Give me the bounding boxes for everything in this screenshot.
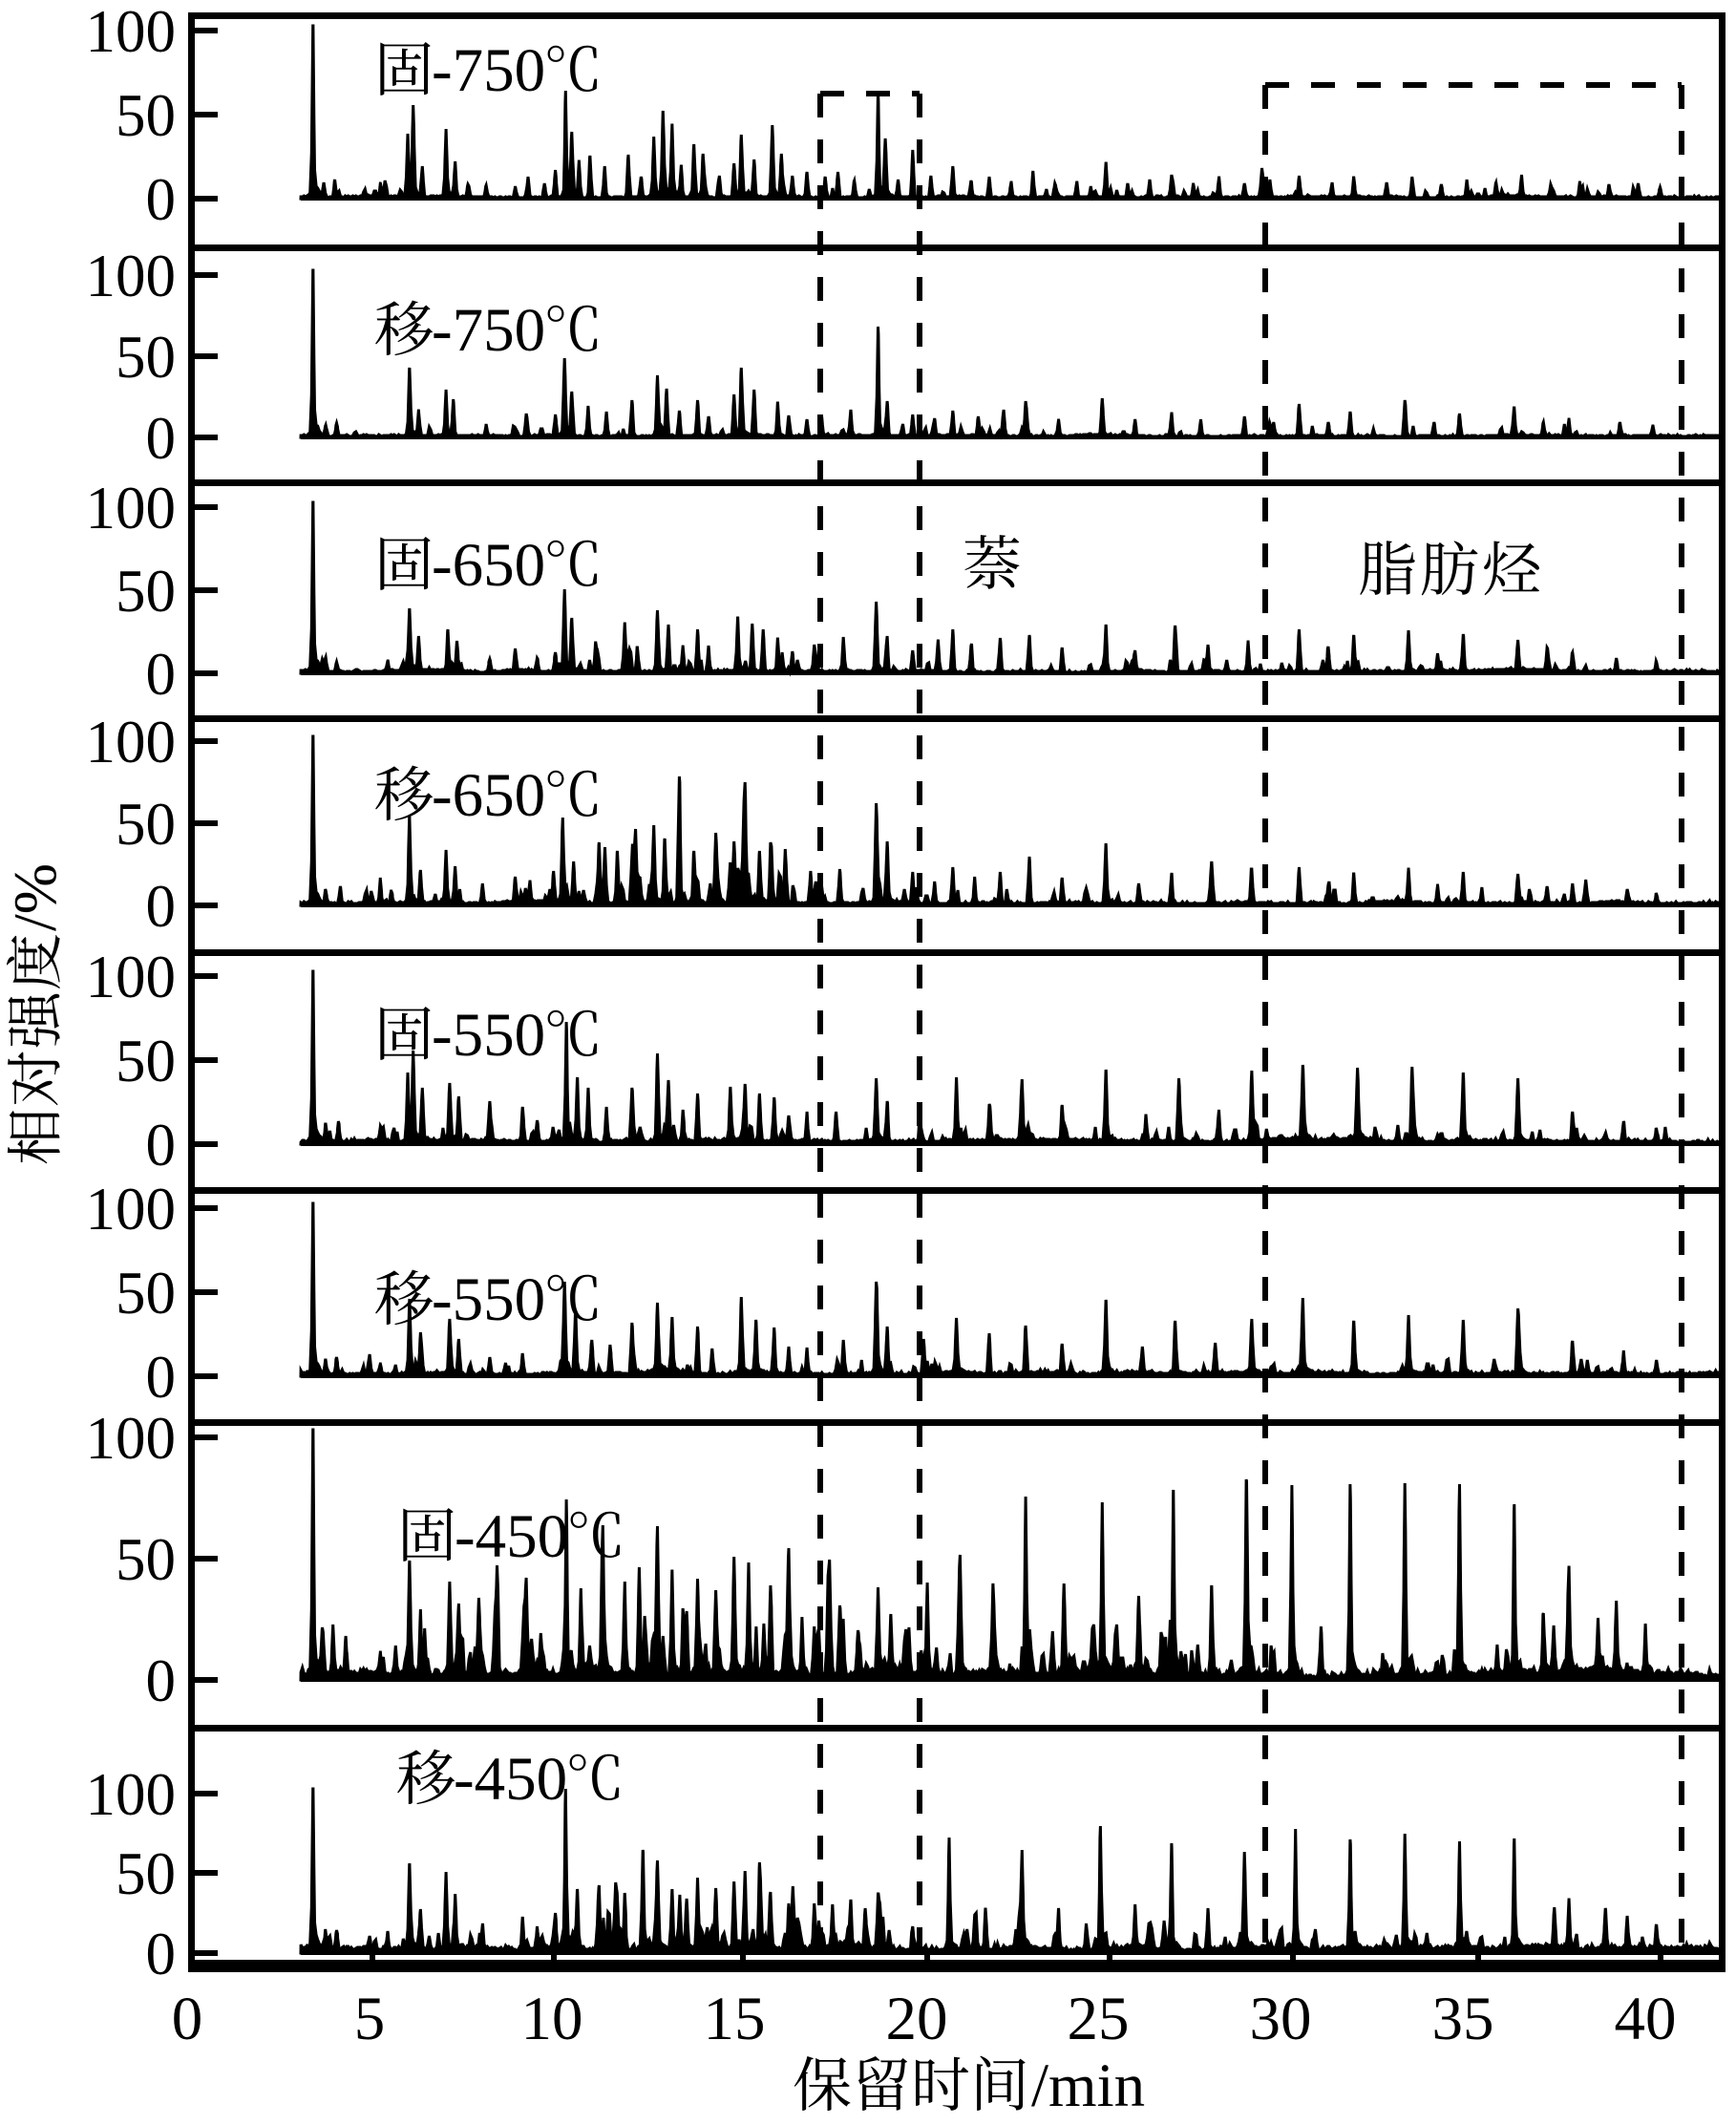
svg-text:-450: -450: [455, 1502, 568, 1571]
svg-text:50: 50: [116, 1840, 176, 1907]
svg-text:-650: -650: [432, 531, 545, 600]
svg-text:-550: -550: [432, 1265, 545, 1334]
svg-text:100: 100: [86, 1405, 177, 1472]
svg-text:50: 50: [116, 324, 176, 391]
svg-text:0: 0: [146, 873, 177, 940]
svg-text:-650: -650: [432, 761, 545, 830]
svg-text:100: 100: [86, 944, 177, 1010]
svg-text:30: 30: [1250, 1985, 1312, 2053]
svg-text:35: 35: [1432, 1985, 1494, 2053]
svg-text:-750: -750: [432, 296, 545, 365]
svg-text:-450: -450: [454, 1745, 567, 1814]
svg-text:10: 10: [521, 1985, 583, 2053]
svg-text:50: 50: [116, 1028, 176, 1094]
svg-text:-550: -550: [432, 1001, 545, 1070]
svg-text:50: 50: [116, 791, 176, 858]
svg-text:100: 100: [86, 1761, 177, 1828]
svg-text:100: 100: [86, 243, 177, 309]
svg-text:0: 0: [172, 1985, 203, 2053]
svg-text:25: 25: [1068, 1985, 1130, 2053]
svg-text:0: 0: [146, 405, 177, 472]
svg-text:0: 0: [146, 641, 177, 708]
svg-text:100: 100: [86, 1176, 177, 1243]
svg-text:100: 100: [86, 475, 177, 542]
svg-text:15: 15: [704, 1985, 766, 2053]
svg-text:50: 50: [116, 558, 176, 625]
svg-text:-750: -750: [432, 36, 545, 105]
svg-text:/min: /min: [1031, 2051, 1145, 2120]
svg-text:100: 100: [86, 0, 177, 65]
svg-text:/%: /%: [1, 863, 69, 931]
svg-text:50: 50: [116, 82, 176, 149]
svg-text:0: 0: [146, 166, 177, 233]
svg-text:5: 5: [354, 1985, 386, 2053]
svg-text:0: 0: [146, 1647, 177, 1714]
svg-text:50: 50: [116, 1526, 176, 1593]
svg-text:50: 50: [116, 1260, 176, 1327]
svg-text:0: 0: [146, 1921, 177, 1987]
svg-text:20: 20: [886, 1985, 948, 2053]
svg-text:40: 40: [1615, 1985, 1677, 2053]
svg-text:0: 0: [146, 1344, 177, 1411]
svg-text:0: 0: [146, 1112, 177, 1179]
svg-text:100: 100: [86, 709, 177, 776]
